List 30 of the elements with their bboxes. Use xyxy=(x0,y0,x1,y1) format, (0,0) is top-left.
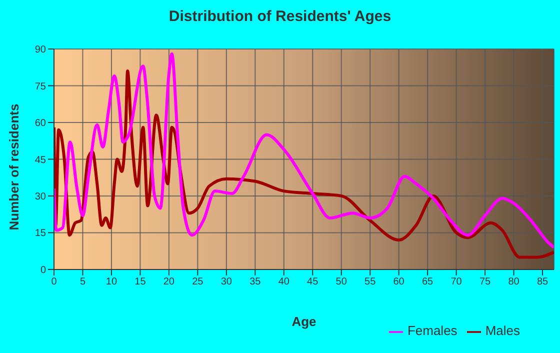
y-tick-label: 90 xyxy=(34,44,46,56)
x-tick-label: 75 xyxy=(479,276,492,288)
x-tick-label: 10 xyxy=(106,276,118,288)
x-tick-label: 40 xyxy=(278,276,290,288)
x-tick-label: 60 xyxy=(393,276,405,288)
chart-title: Distribution of Residents' Ages xyxy=(168,8,392,25)
x-tick-label: 5 xyxy=(80,276,86,288)
x-tick-label: 45 xyxy=(307,276,319,288)
y-tick-label: 30 xyxy=(34,192,46,203)
x-tick-label: 0 xyxy=(51,276,58,288)
y-tick-label: 0 xyxy=(40,264,46,276)
x-tick-label: 55 xyxy=(364,276,376,288)
x-tick-label: 65 xyxy=(422,276,434,288)
x-axis-title: Age xyxy=(292,314,316,329)
x-tick-label: 80 xyxy=(508,276,520,288)
x-tick-label: 35 xyxy=(250,276,262,288)
x-tick-label: 15 xyxy=(134,276,146,288)
y-tick-label: 60 xyxy=(34,118,46,130)
legend-label: Females xyxy=(407,323,458,338)
x-tick-label: 70 xyxy=(450,276,462,288)
y-tick-label: 45 xyxy=(34,154,46,166)
y-tick-label: 75 xyxy=(34,81,46,92)
x-tick-label: 30 xyxy=(220,276,232,288)
y-tick-label: 15 xyxy=(34,228,46,240)
legend-label: Males xyxy=(485,323,520,338)
x-tick-label: 20 xyxy=(163,276,175,288)
x-tick-label: 50 xyxy=(336,276,348,288)
y-axis-title: Number of residents xyxy=(6,104,22,230)
x-tick-label: 25 xyxy=(192,276,204,288)
x-tick-label: 85 xyxy=(536,276,549,288)
